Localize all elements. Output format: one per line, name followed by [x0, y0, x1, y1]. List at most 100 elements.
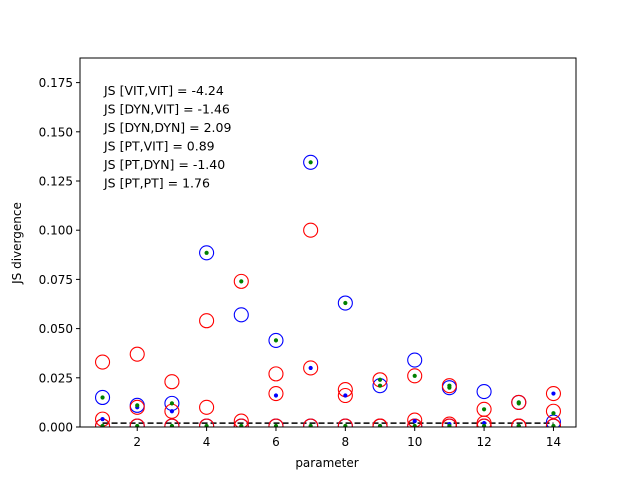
series-3-point-8: [377, 383, 383, 388]
annotation-line-5: JS [PT,PT] = 1.76: [103, 176, 210, 191]
series-1-point-34: [303, 418, 319, 427]
series-3-point-1: [135, 403, 140, 408]
series-2-point-4: [308, 365, 313, 371]
series-0-point-7: [337, 295, 353, 311]
y-tick-label-6: 0.150: [39, 125, 73, 139]
annotation-line-1: JS [DYN,VIT] = -1.46: [103, 102, 230, 117]
series-3-point-4: [239, 279, 244, 284]
plot-marks: [94, 154, 562, 427]
series-1-point-29: [129, 418, 145, 427]
series-1-point-9: [407, 368, 423, 384]
series-3-point-18: [239, 423, 244, 427]
series-1-point-35: [337, 418, 353, 427]
series-3-point-11: [481, 407, 487, 412]
x-tick-label-4: 10: [407, 435, 422, 449]
x-tick-label-3: 8: [342, 435, 350, 449]
series-3-point-0: [100, 395, 105, 400]
annotation-line-3: JS [PT,VIT] = 0.89: [103, 139, 215, 154]
series-0-point-11: [476, 384, 492, 400]
series-1-point-6: [303, 222, 319, 238]
series-3-point-5: [273, 338, 279, 343]
series-3-point-16: [169, 423, 175, 427]
series-3-point-9: [412, 373, 417, 378]
series-3-point-19: [273, 423, 279, 427]
y-tick-label-0: 0.000: [39, 421, 73, 435]
x-tick-label-2: 6: [272, 435, 280, 449]
series-1-point-25: [476, 415, 492, 427]
y-tick-label-3: 0.075: [39, 273, 73, 287]
series-0-point-0: [94, 389, 111, 406]
x-tick-label-5: 12: [476, 435, 491, 449]
series-3-point-27: [551, 423, 556, 427]
series-1-point-38: [441, 418, 457, 427]
series-1-point-21: [337, 387, 353, 404]
series-1-point-20: [303, 360, 319, 376]
series-2-point-11: [551, 391, 556, 396]
series-3-point-22: [377, 423, 383, 427]
x-tick-label-0: 2: [133, 435, 141, 449]
series-0-point-6: [303, 154, 319, 170]
series-3-point-21: [343, 423, 348, 427]
series-3-point-15: [135, 423, 140, 427]
series-1-point-4: [233, 273, 249, 289]
series-1-point-40: [511, 418, 527, 427]
series-3-point-25: [481, 423, 487, 427]
series-2-point-7: [412, 418, 417, 424]
series-1-point-13: [545, 385, 562, 402]
series-0-point-3: [199, 245, 215, 261]
series-2-point-0: [100, 417, 105, 422]
series-2-point-5: [343, 393, 348, 398]
plot-frame: [79, 57, 577, 428]
series-3-point-29: [447, 383, 452, 388]
series-1-point-0: [94, 354, 111, 370]
series-3-point-26: [516, 423, 521, 427]
series-1-point-23: [407, 412, 423, 427]
x-tick-label-6: 14: [546, 435, 561, 449]
series-1-point-39: [476, 418, 492, 427]
annotation-line-0: JS [VIT,VIT] = -4.24: [103, 83, 224, 98]
annotation-line-2: JS [DYN,DYN] = 2.09: [103, 120, 231, 135]
series-1-point-27: [545, 403, 562, 419]
series-3-point-17: [204, 423, 209, 427]
x-tick-label-1: 4: [203, 435, 211, 449]
y-tick-label-1: 0.025: [39, 371, 73, 385]
series-0-point-5: [268, 332, 284, 348]
y-tick-label-7: 0.175: [39, 76, 73, 90]
series-1-point-15: [129, 399, 145, 415]
series-0-point-4: [233, 307, 249, 323]
series-1-point-12: [511, 394, 527, 410]
series-1-point-32: [233, 418, 249, 427]
series-3-point-30: [516, 401, 521, 406]
series-1-point-3: [199, 313, 215, 329]
y-axis-label: JS divergence: [10, 202, 24, 285]
series-2-point-2: [169, 409, 175, 414]
annotation-line-4: JS [PT,DYN] = -1.40: [103, 157, 225, 172]
series-3-point-14: [100, 423, 105, 427]
series-1-point-10: [441, 378, 457, 394]
series-1-point-17: [199, 399, 215, 415]
series-2-point-9: [481, 420, 487, 426]
series-1-point-1: [129, 346, 145, 362]
series-3-point-3: [204, 250, 209, 255]
series-3-point-2: [169, 401, 175, 406]
series-2-point-3: [273, 393, 279, 398]
series-3-point-23: [412, 423, 417, 427]
y-tick-label-4: 0.100: [39, 224, 73, 238]
series-1-point-5: [268, 366, 284, 382]
series-3-point-28: [377, 377, 383, 382]
series-3-point-6: [308, 160, 313, 165]
axes-group: 2 4 6 8 10 12 14 0.000 0.025 0.050 0.075 0.100 0.125…: [39, 57, 577, 449]
series-1-point-30: [164, 418, 180, 427]
series-1-point-31: [199, 418, 215, 427]
y-tick-label-5: 0.125: [39, 175, 73, 189]
x-axis-label: parameter: [295, 456, 358, 470]
series-1-point-18: [233, 413, 249, 427]
series-1-point-36: [372, 418, 388, 427]
series-1-point-41: [545, 418, 562, 427]
series-3-point-24: [447, 423, 452, 427]
series-0-point-9: [407, 352, 423, 368]
series-1-point-33: [268, 418, 284, 427]
